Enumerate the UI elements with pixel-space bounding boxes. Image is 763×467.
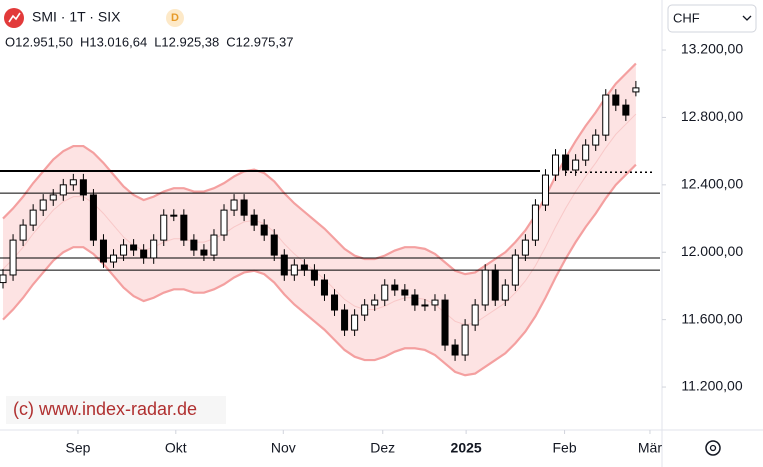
ohlc-value: O12.951,50	[5, 34, 73, 49]
candle-body	[260, 224, 268, 236]
candle-body	[361, 304, 369, 316]
ohlc-value: L12.925,38	[154, 34, 219, 49]
y-tick-label: 12.400,00	[681, 176, 743, 192]
candle-body	[431, 299, 439, 306]
band-middle	[2, 113, 637, 326]
x-tick-label: Okt	[165, 440, 187, 456]
candle-body	[110, 254, 118, 263]
candle-body	[220, 209, 228, 236]
candle-body	[531, 204, 539, 241]
band-upper	[2, 62, 637, 276]
candle-body	[441, 299, 449, 346]
ohlc-value: C12.975,37	[226, 34, 293, 49]
candle-body	[572, 159, 580, 171]
chart-title: SMI · 1T · SIX	[32, 9, 121, 25]
candle-body	[190, 239, 198, 251]
candle-body	[79, 179, 87, 196]
badge	[166, 9, 184, 27]
candle-body	[270, 234, 278, 256]
candle-body	[300, 264, 308, 271]
candle-body	[391, 284, 399, 291]
candle-body	[612, 94, 620, 106]
candle-body	[521, 239, 529, 256]
watermark-box	[6, 396, 226, 424]
y-tick-label: 11.600,00	[681, 310, 742, 326]
candle-body	[180, 214, 188, 241]
band-fill	[3, 63, 636, 376]
candle-body	[592, 134, 600, 146]
candle-body	[250, 214, 258, 226]
candle-body	[511, 254, 519, 286]
x-tick-label: Feb	[553, 440, 577, 456]
x-tick-label: Nov	[271, 440, 296, 456]
candle-body	[9, 239, 17, 276]
candle-body	[69, 179, 77, 186]
candle-body	[491, 269, 499, 301]
dropdown-arrow	[742, 15, 752, 21]
y-tick-label: 12.800,00	[681, 108, 743, 124]
candle-body	[200, 249, 208, 256]
candle-body	[0, 274, 7, 284]
candle-body	[602, 94, 610, 136]
candle-body	[351, 314, 359, 331]
candle-body	[280, 254, 288, 276]
candle-body	[160, 214, 168, 241]
symbol-icon	[4, 8, 24, 28]
candle-body	[331, 294, 339, 311]
settings-button[interactable]	[705, 440, 721, 456]
candle-body	[39, 199, 47, 211]
candle-body	[230, 199, 238, 211]
candle-body	[130, 244, 138, 251]
candle-body	[501, 284, 509, 301]
badge-label: D	[171, 12, 179, 24]
y-tick-label: 12.000,00	[681, 243, 743, 259]
candle-body	[99, 239, 107, 263]
candle-body	[210, 234, 218, 256]
candle-body	[371, 299, 379, 306]
candle-body	[622, 104, 630, 116]
candle-body	[120, 244, 128, 256]
x-tick-label: Mär	[638, 440, 662, 456]
candle-body	[59, 184, 67, 196]
candle-body	[461, 324, 469, 356]
y-tick-label: 13.200,00	[681, 41, 743, 57]
candle-body	[471, 304, 479, 326]
x-tick-label: Dez	[370, 440, 395, 456]
candle-body	[552, 154, 560, 176]
candle-body	[310, 269, 318, 281]
y-tick-label: 11.200,00	[681, 378, 742, 394]
candle-body	[411, 294, 419, 306]
candle-body	[451, 344, 459, 356]
candle-body	[632, 87, 640, 93]
x-tick-label: Sep	[65, 440, 90, 456]
candle-body	[421, 304, 429, 307]
candle-body	[140, 249, 148, 259]
candle-body	[150, 239, 158, 259]
candle-body	[170, 214, 178, 217]
candle-body	[582, 144, 590, 161]
candle-body	[320, 279, 328, 296]
candle-body	[562, 154, 570, 171]
currency-label: CHF	[673, 10, 700, 25]
ohlc-legend: O12.951,50 H13.016,64 L12.925,38 C12.975,37	[5, 34, 294, 49]
candle-body	[401, 289, 409, 296]
candle-body	[481, 269, 489, 306]
candle-body	[19, 224, 27, 241]
watermark: (c) www.index-radar.de	[13, 399, 197, 419]
candle-body	[541, 174, 549, 206]
candle-body	[341, 309, 349, 331]
candle-body	[49, 194, 57, 201]
candle-body	[89, 194, 97, 241]
currency-select[interactable]	[667, 4, 757, 33]
candle-body	[290, 264, 298, 276]
x-tick-label: 2025	[451, 440, 482, 456]
ohlc-value: H13.016,64	[80, 34, 147, 49]
candle-body	[29, 209, 37, 226]
candle-body	[240, 199, 248, 216]
plot-area	[0, 62, 660, 377]
candle-body	[381, 284, 389, 301]
